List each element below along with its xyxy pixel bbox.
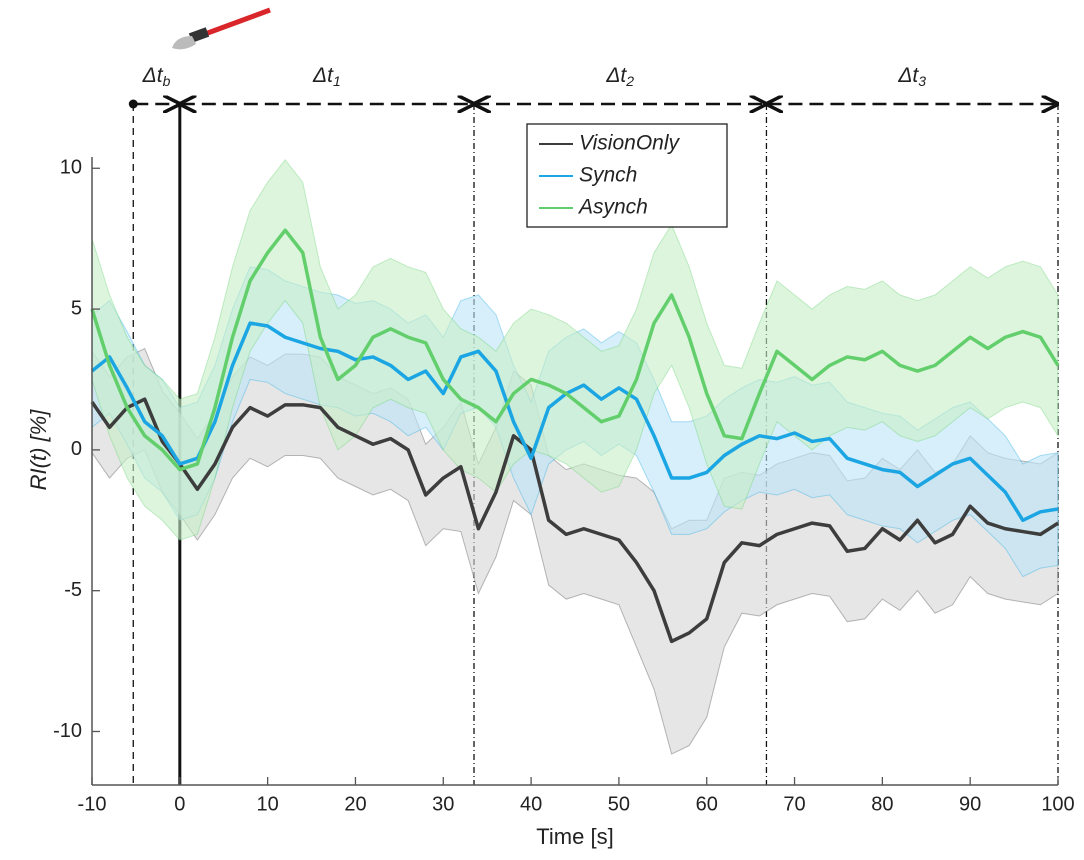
legend-box xyxy=(526,123,728,228)
y-tick-label: 10 xyxy=(60,157,82,179)
x-tick-label: 40 xyxy=(520,793,542,815)
x-axis-label: Time [s] xyxy=(536,824,613,849)
series-line xyxy=(90,321,1059,523)
brush-bristles xyxy=(172,36,196,50)
y-tick-label: -5 xyxy=(64,579,82,601)
phase-label-text: Δt xyxy=(897,64,919,87)
phase-label: Δt3 xyxy=(897,64,926,89)
series-line xyxy=(90,397,1059,644)
phase-label-text: Δt xyxy=(142,64,164,87)
phase-label-subscript: 1 xyxy=(333,73,341,89)
x-tick-label: 80 xyxy=(871,793,893,815)
legend-label: Synch xyxy=(579,164,637,187)
y-axis-label: RI(t) [%] xyxy=(26,409,51,491)
x-tick-label: 30 xyxy=(432,793,454,815)
phase-start-dot xyxy=(128,99,138,109)
x-tick-label: 0 xyxy=(174,793,185,815)
phase-label-subscript: 3 xyxy=(918,73,926,89)
x-tick-label: 20 xyxy=(344,793,366,815)
x-tick-label: 10 xyxy=(257,793,279,815)
brush-icon xyxy=(172,7,271,50)
brush-handle xyxy=(204,7,271,37)
x-tick-label: -10 xyxy=(78,793,107,815)
x-tick-label: 50 xyxy=(608,793,630,815)
phase-label: Δt2 xyxy=(605,64,634,89)
x-tick-label: 60 xyxy=(696,793,718,815)
series-line xyxy=(90,228,1060,472)
y-tick-label: 0 xyxy=(71,438,82,460)
phase-label-subscript: 2 xyxy=(625,73,634,89)
legend-label: Asynch xyxy=(577,196,648,219)
phase-label: Δtb xyxy=(142,64,171,89)
confidence-band xyxy=(91,159,1059,541)
legend-label: VisionOnly xyxy=(579,132,680,155)
phase-label-text: Δt xyxy=(312,64,334,87)
x-tick-label: 100 xyxy=(1041,793,1074,815)
y-tick-label: -10 xyxy=(53,720,82,742)
y-tick-label: 5 xyxy=(71,297,82,319)
phase-label-text: Δt xyxy=(605,64,627,87)
phase-label: Δt1 xyxy=(312,64,341,89)
x-tick-label: 70 xyxy=(783,793,805,815)
phase-label-subscript: b xyxy=(163,73,171,89)
brush-ferrule xyxy=(188,27,210,43)
x-tick-label: 90 xyxy=(959,793,981,815)
